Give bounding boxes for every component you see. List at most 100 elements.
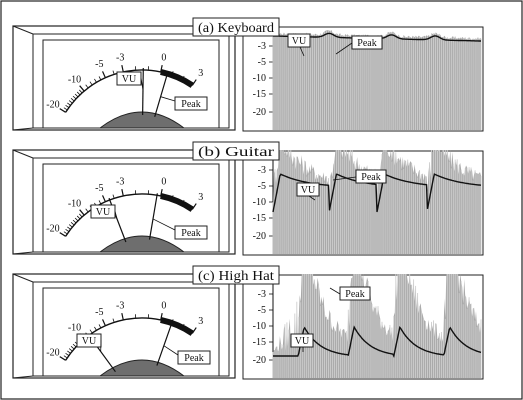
meter-tick xyxy=(94,326,97,331)
meter-peak-leader xyxy=(152,218,176,231)
meter-tick xyxy=(74,217,79,222)
meter-tick xyxy=(63,231,68,235)
plot-peak-callout-box xyxy=(351,35,383,50)
meter-peak-callout-box xyxy=(174,96,208,111)
meter-tick xyxy=(98,76,102,81)
meter-scale-label: -3 xyxy=(116,300,124,311)
meter-tick xyxy=(121,188,124,197)
meter-tick xyxy=(89,329,93,334)
meter-tick xyxy=(160,312,163,321)
plot-tick-label: -10 xyxy=(253,73,266,84)
meter-scale-label: 3 xyxy=(198,192,203,203)
meter-tick xyxy=(72,95,77,100)
meter-tick xyxy=(191,203,197,210)
meter-tick xyxy=(121,312,124,321)
plot-vu-callout-box xyxy=(287,33,311,48)
plot-peak-callout: Peak xyxy=(361,172,380,183)
peak-area xyxy=(273,30,481,130)
meter-tick xyxy=(65,352,70,356)
meter-tick xyxy=(79,85,85,92)
peak-needle xyxy=(148,193,158,240)
meter-tick xyxy=(98,200,102,205)
meter-tick xyxy=(101,319,106,327)
vu-meter: -20 -10 -5 -3 0 3 VU Peak xyxy=(12,149,236,255)
meter-tick xyxy=(112,194,115,199)
meter-tick xyxy=(70,346,75,350)
meter-scale-label: -5 xyxy=(95,59,103,70)
meter-tick xyxy=(68,348,73,352)
meter-corner-line xyxy=(12,127,34,131)
meter-scale-label: 3 xyxy=(198,68,203,79)
meter-tick xyxy=(63,107,68,111)
meter-tick xyxy=(182,75,185,80)
plot-tick-label: -10 xyxy=(253,197,266,208)
meter-tick xyxy=(121,64,124,73)
plot-vu-callout-box xyxy=(296,182,320,197)
meter-tick xyxy=(70,222,75,226)
meter-tick xyxy=(67,226,71,230)
plot-peak-leader xyxy=(335,42,353,55)
meter-tick xyxy=(59,232,66,237)
vu-curve xyxy=(273,325,482,359)
plot-tick-label: -20 xyxy=(253,231,266,242)
meter-tick xyxy=(89,81,93,86)
meter-vu-callout: VU xyxy=(96,207,111,218)
meter-tick xyxy=(94,78,97,83)
meter-tick xyxy=(101,195,106,203)
meter-corner-line xyxy=(12,25,34,35)
vu-needle xyxy=(142,68,144,116)
plot-vu-callout-box xyxy=(290,333,314,348)
caption-box xyxy=(192,17,280,37)
panel-c: -20 -10 -5 -3 0 3 VU Peak0 -3 -5 -10 -15 -20 VU Peak (c… xyxy=(12,265,484,380)
vu-meter: -20 -10 -5 -3 0 3 VU Peak xyxy=(12,273,236,379)
panel-caption: (c) High Hat xyxy=(198,269,274,284)
plot-tick-label: -15 xyxy=(253,337,266,348)
peak-needle xyxy=(154,71,169,118)
meter-tick xyxy=(67,350,71,354)
meter-tick xyxy=(160,188,163,197)
meter-tick xyxy=(85,84,89,89)
caption-box xyxy=(192,265,280,285)
meter-tick xyxy=(182,199,185,204)
meter-tick xyxy=(76,215,81,220)
panel-caption: (a) Keyboard xyxy=(198,21,274,36)
plot-tick-label: -5 xyxy=(258,57,266,68)
meter-tick xyxy=(68,224,73,228)
meter-red-zone xyxy=(160,193,195,212)
meter-scale-label: -10 xyxy=(68,323,81,334)
plot-vu-leader xyxy=(308,195,316,201)
plot-tick-label: -3 xyxy=(258,289,266,300)
meter-tick xyxy=(112,318,115,323)
meter-corner-line xyxy=(12,251,34,255)
meter-scale-label: -5 xyxy=(95,183,103,194)
meter-corner-line xyxy=(12,273,34,283)
meter-tick xyxy=(72,343,77,348)
meter-tick xyxy=(112,70,115,75)
plot-vu-callout: VU xyxy=(301,185,316,196)
panel-b: -20 -10 -5 -3 0 3 VU Peak0 -3 -5 -10 -15 -20 VU Peak (b… xyxy=(12,141,484,256)
vu-meter: -20 -10 -5 -3 0 3 VU Peak xyxy=(12,25,236,131)
panel-a: -20 -10 -5 -3 0 3 VU Peak0 -3 -5 -10 -15 -20 VU Peak (a… xyxy=(12,17,484,132)
peak-needle xyxy=(156,320,174,366)
plot-peak-callout: Peak xyxy=(345,289,364,300)
meter-vu-callout: VU xyxy=(122,74,137,85)
meter-peak-leader xyxy=(163,345,179,356)
meter-scale-label: -10 xyxy=(68,199,81,210)
meter-tick xyxy=(85,208,89,213)
meter-peak-leader xyxy=(160,96,176,102)
meter-hub xyxy=(98,235,186,253)
meter-hub xyxy=(98,111,186,129)
plot-tick-label: -20 xyxy=(253,355,266,366)
meter-peak-callout: Peak xyxy=(181,228,200,239)
caption-box xyxy=(192,141,280,161)
meter-tick xyxy=(101,71,106,79)
meter-tick xyxy=(65,104,70,108)
meter-scale-label: -3 xyxy=(116,52,124,63)
plot-vu-callout: VU xyxy=(295,336,310,347)
plot-tick-label: -3 xyxy=(258,165,266,176)
meter-tick xyxy=(59,356,66,361)
